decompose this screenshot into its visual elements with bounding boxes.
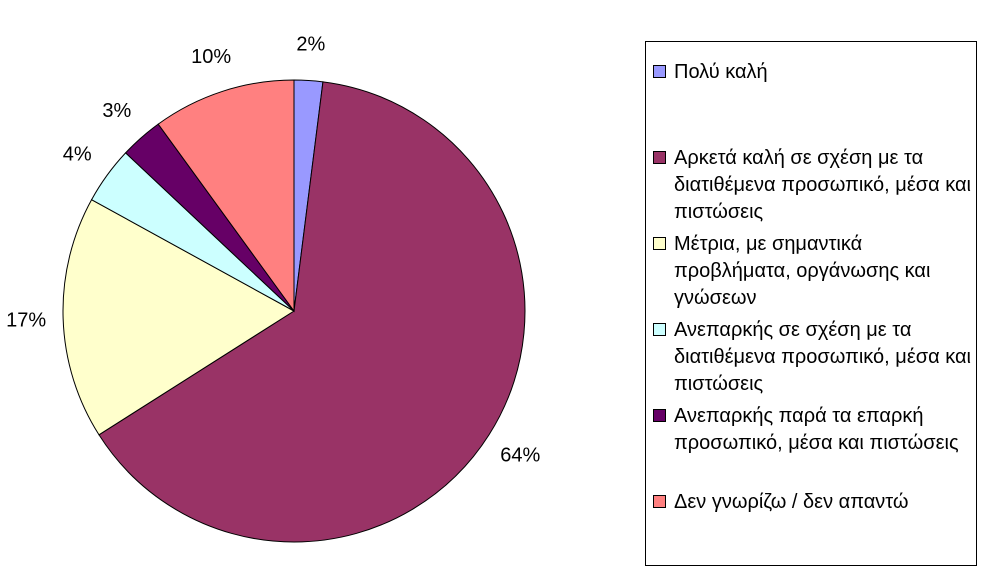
slice-value-label: 17% xyxy=(6,309,46,331)
slice-value-label: 10% xyxy=(191,46,231,68)
legend-swatch xyxy=(653,237,666,250)
legend-label: Ανεπαρκής σε σχέση με τα διατιθέμενα προ… xyxy=(674,319,971,395)
legend-swatch xyxy=(653,323,666,336)
pie-slice-3 xyxy=(62,199,295,436)
legend-label: Πολύ καλή xyxy=(674,61,768,83)
legend-swatch xyxy=(653,151,666,164)
legend-swatch xyxy=(653,65,666,78)
legend-swatch xyxy=(653,409,666,422)
slice-value-label: 3% xyxy=(102,100,131,122)
pie-value-labels: 2% 64% 17% 4% 3% 10% xyxy=(6,34,540,467)
legend: Πολύ καλή Αρκετά καλή σε σχέση με τα δια… xyxy=(645,41,977,566)
slice-value-label: 2% xyxy=(296,34,325,56)
pie-slice-6 xyxy=(157,79,295,313)
pie-slice-2 xyxy=(98,81,526,543)
legend-label: Μέτρια, με σημαντικά προβλήματα, οργάνωσ… xyxy=(674,233,931,309)
legend-label: Αρκετά καλή σε σχέση με τα διατιθέμενα π… xyxy=(674,147,971,223)
pie-chart: 2% 64% 17% 4% 3% 10% xyxy=(6,34,541,543)
legend-swatch xyxy=(653,495,666,508)
pie-slices xyxy=(62,79,526,543)
slice-value-label: 4% xyxy=(63,144,92,166)
legend-label: Δεν γνωρίζω / δεν απαντώ xyxy=(674,491,909,513)
slice-value-label: 64% xyxy=(500,445,540,467)
legend-label: Ανεπαρκής παρά τα επαρκή προσωπικό, μέσα… xyxy=(674,405,959,454)
